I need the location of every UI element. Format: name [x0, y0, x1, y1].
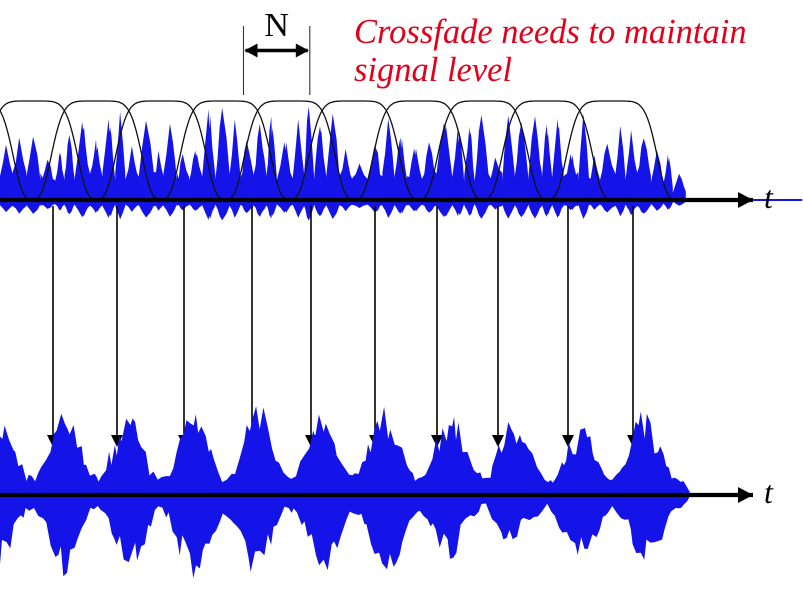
svg-text:N: N	[264, 7, 289, 44]
svg-text:t: t	[764, 179, 774, 215]
svg-text:t: t	[764, 474, 774, 510]
svg-text:signal level: signal level	[354, 51, 512, 89]
svg-text:Crossfade needs to maintain: Crossfade needs to maintain	[354, 13, 747, 51]
